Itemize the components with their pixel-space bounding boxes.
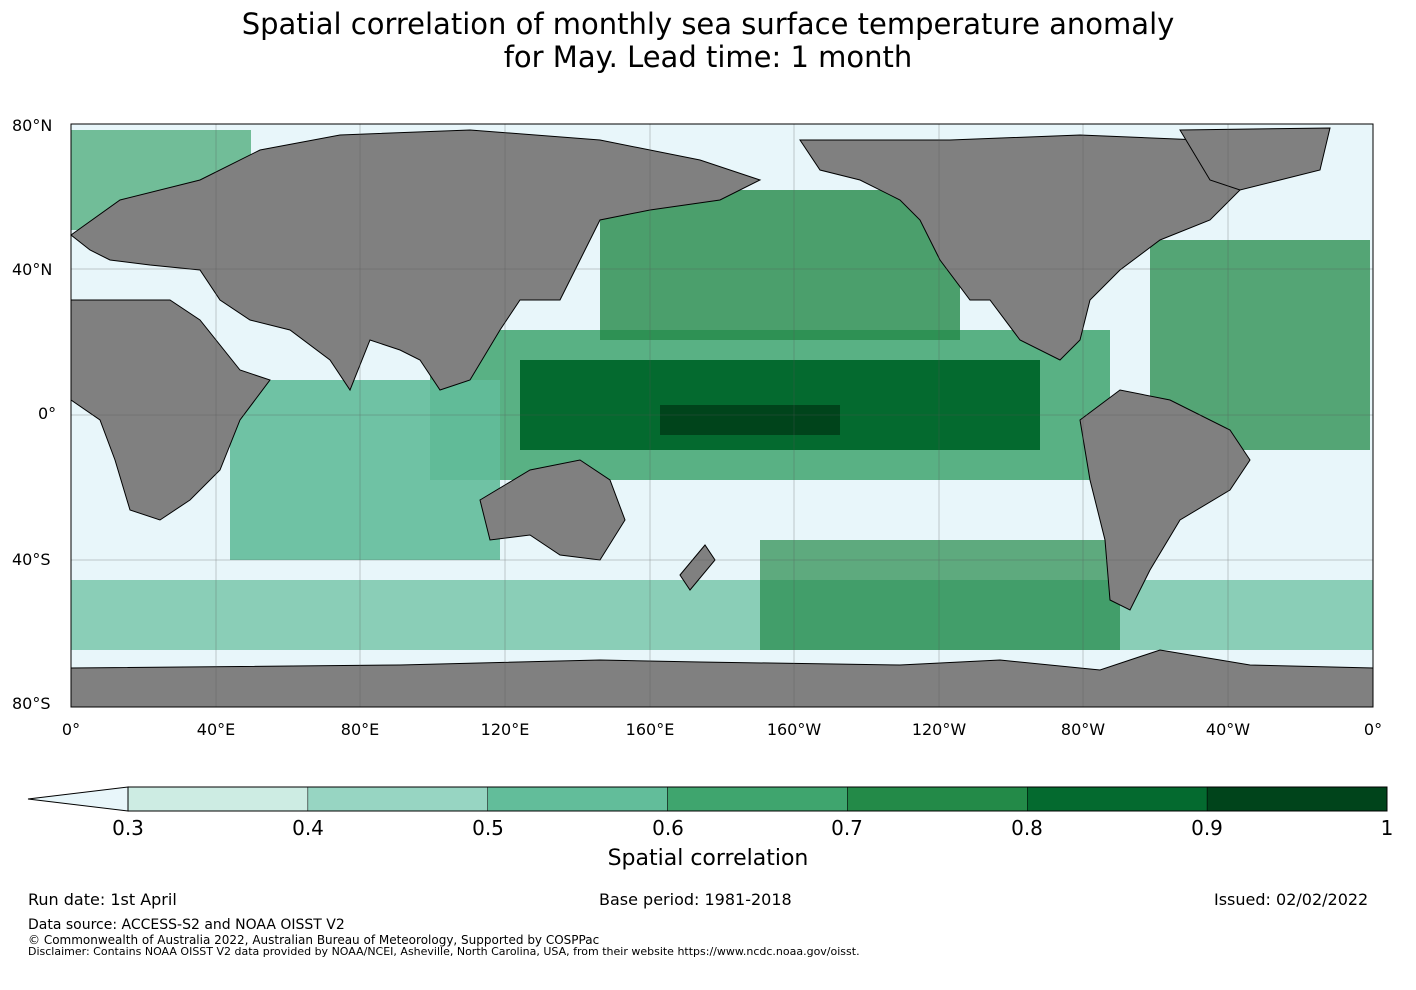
lat-label-40s: 40°S: [12, 550, 51, 569]
colorbar-extend-arrow: [27, 786, 129, 812]
lon-label-80w: 80°W: [1060, 720, 1106, 739]
lat-label-80n: 80°N: [12, 116, 53, 135]
land-masses: [70, 127, 1374, 708]
land-greenland: [1179, 127, 1331, 191]
cb-tick-0.8: 0.8: [1011, 816, 1043, 840]
band-north-pacific: [600, 190, 960, 340]
gridlines: [71, 124, 1373, 707]
land-australia: [479, 459, 626, 561]
lat-label-80s: 80°S: [12, 694, 51, 713]
colorbar-segment-0.6: [667, 786, 848, 812]
run-date: Run date: 1st April: [28, 890, 177, 909]
correlation-field: [71, 130, 1373, 650]
cb-tick-0.7: 0.7: [831, 816, 863, 840]
land-south-america: [1079, 389, 1251, 611]
colorbar-frame: [127, 786, 1388, 812]
colorbar-label: Spatial correlation: [607, 846, 809, 871]
issued-date: Issued: 02/02/2022: [1214, 890, 1369, 909]
lon-label-160e: 160°E: [625, 720, 675, 739]
land-africa: [70, 299, 271, 521]
band-southern-ocean: [71, 580, 1373, 650]
copyright: © Commonwealth of Australia 2022, Austra…: [28, 933, 600, 947]
lon-label-0: 0°: [61, 720, 81, 739]
data-source: Data source: ACCESS-S2 and NOAA OISST V2: [28, 917, 345, 933]
cb-tick-1: 1: [1380, 816, 1394, 840]
colorbar-segment-0.5: [487, 786, 668, 812]
colorbar-segment-0.4: [307, 786, 488, 812]
title-line-2: for May. Lead time: 1 month: [503, 40, 913, 74]
land-eurasia: [70, 129, 762, 392]
lon-label-40e: 40°E: [196, 720, 236, 739]
lon-label-80e: 80°E: [340, 720, 380, 739]
band-south-pacific: [760, 540, 1120, 650]
lon-label-120w: 120°W: [911, 720, 967, 739]
lon-label-160w: 160°W: [766, 720, 822, 739]
band-indian-ocean: [230, 380, 500, 560]
map-frame: [70, 123, 1374, 708]
cb-tick-0.4: 0.4: [292, 816, 324, 840]
cb-tick-0.5: 0.5: [472, 816, 504, 840]
band-equator-max: [660, 405, 840, 435]
lon-label-40w: 40°W: [1205, 720, 1251, 739]
lon-label-0-right: 0°: [1363, 720, 1383, 739]
colorbar-segment-0.9: [1206, 786, 1388, 812]
colorbar: [27, 786, 1388, 812]
cb-tick-0.6: 0.6: [652, 816, 684, 840]
chart-title: Spatial correlation of monthly sea surfa…: [0, 8, 1416, 74]
cb-tick-0.3: 0.3: [112, 816, 144, 840]
lat-label-40n: 40°N: [12, 260, 53, 279]
lon-label-120e: 120°E: [480, 720, 530, 739]
colorbar-segment-0.3: [127, 786, 309, 812]
colorbar-segment-0.8: [1027, 786, 1208, 812]
disclaimer: Disclaimer: Contains NOAA OISST V2 data …: [28, 945, 860, 958]
lat-label-0: 0°: [38, 404, 57, 423]
base-period: Base period: 1981-2018: [599, 890, 792, 909]
title-line-1: Spatial correlation of monthly sea surfa…: [241, 7, 1175, 41]
colorbar-segment-0.7: [847, 786, 1028, 812]
cb-tick-0.9: 0.9: [1191, 816, 1223, 840]
